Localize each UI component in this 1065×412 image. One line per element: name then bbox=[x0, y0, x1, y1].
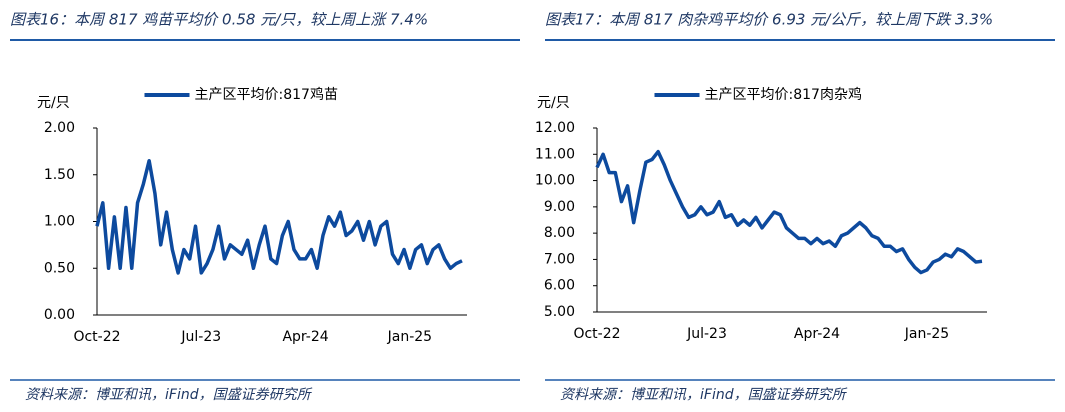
x-tick-label: Oct-22 bbox=[573, 326, 620, 342]
y-tick-label: 10.00 bbox=[535, 173, 575, 189]
data-line bbox=[595, 149, 983, 275]
y-tick-label: 1.00 bbox=[44, 214, 75, 230]
chart-title: 图表16：本周 817 鸡苗平均价 0.58 元/只，较上周上涨 7.4% bbox=[10, 11, 428, 29]
x-tick-label: Jan-25 bbox=[904, 326, 949, 342]
y-tick-label: 1.50 bbox=[44, 167, 75, 183]
y-tick-label: 11.00 bbox=[535, 146, 575, 162]
y-tick-label: 0.50 bbox=[44, 260, 75, 276]
y-tick-label: 5.00 bbox=[544, 304, 575, 320]
y-tick-label: 12.00 bbox=[535, 120, 575, 136]
y-tick-label: 8.00 bbox=[544, 225, 575, 241]
y-tick-label: 9.00 bbox=[544, 199, 575, 215]
source: 资料来源：博亚和讯，iFind，国盛证券研究所 bbox=[560, 387, 848, 403]
legend-label: 主产区平均价:817肉杂鸡 bbox=[705, 86, 862, 103]
x-tick-label: Jan-25 bbox=[387, 329, 432, 345]
source: 资料来源：博亚和讯，iFind，国盛证券研究所 bbox=[25, 387, 313, 403]
legend-label: 主产区平均价:817鸡苗 bbox=[195, 86, 338, 103]
chart-title: 图表17：本周 817 肉杂鸡平均价 6.93 元/公斤，较上周下跌 3.3% bbox=[545, 11, 993, 29]
data-line bbox=[95, 158, 463, 275]
x-tick-label: Apr-24 bbox=[794, 326, 840, 342]
y-axis-label: 元/只 bbox=[537, 95, 570, 111]
y-tick-label: 7.00 bbox=[544, 251, 575, 267]
y-axis-label: 元/只 bbox=[37, 95, 70, 111]
y-tick-label: 0.00 bbox=[44, 307, 75, 323]
x-tick-label: Jul-23 bbox=[686, 326, 727, 342]
x-tick-label: Oct-22 bbox=[73, 329, 120, 345]
x-tick-label: Jul-23 bbox=[180, 329, 221, 345]
x-tick-label: Apr-24 bbox=[282, 329, 328, 345]
y-tick-label: 6.00 bbox=[544, 278, 575, 294]
y-tick-label: 2.00 bbox=[44, 120, 75, 136]
